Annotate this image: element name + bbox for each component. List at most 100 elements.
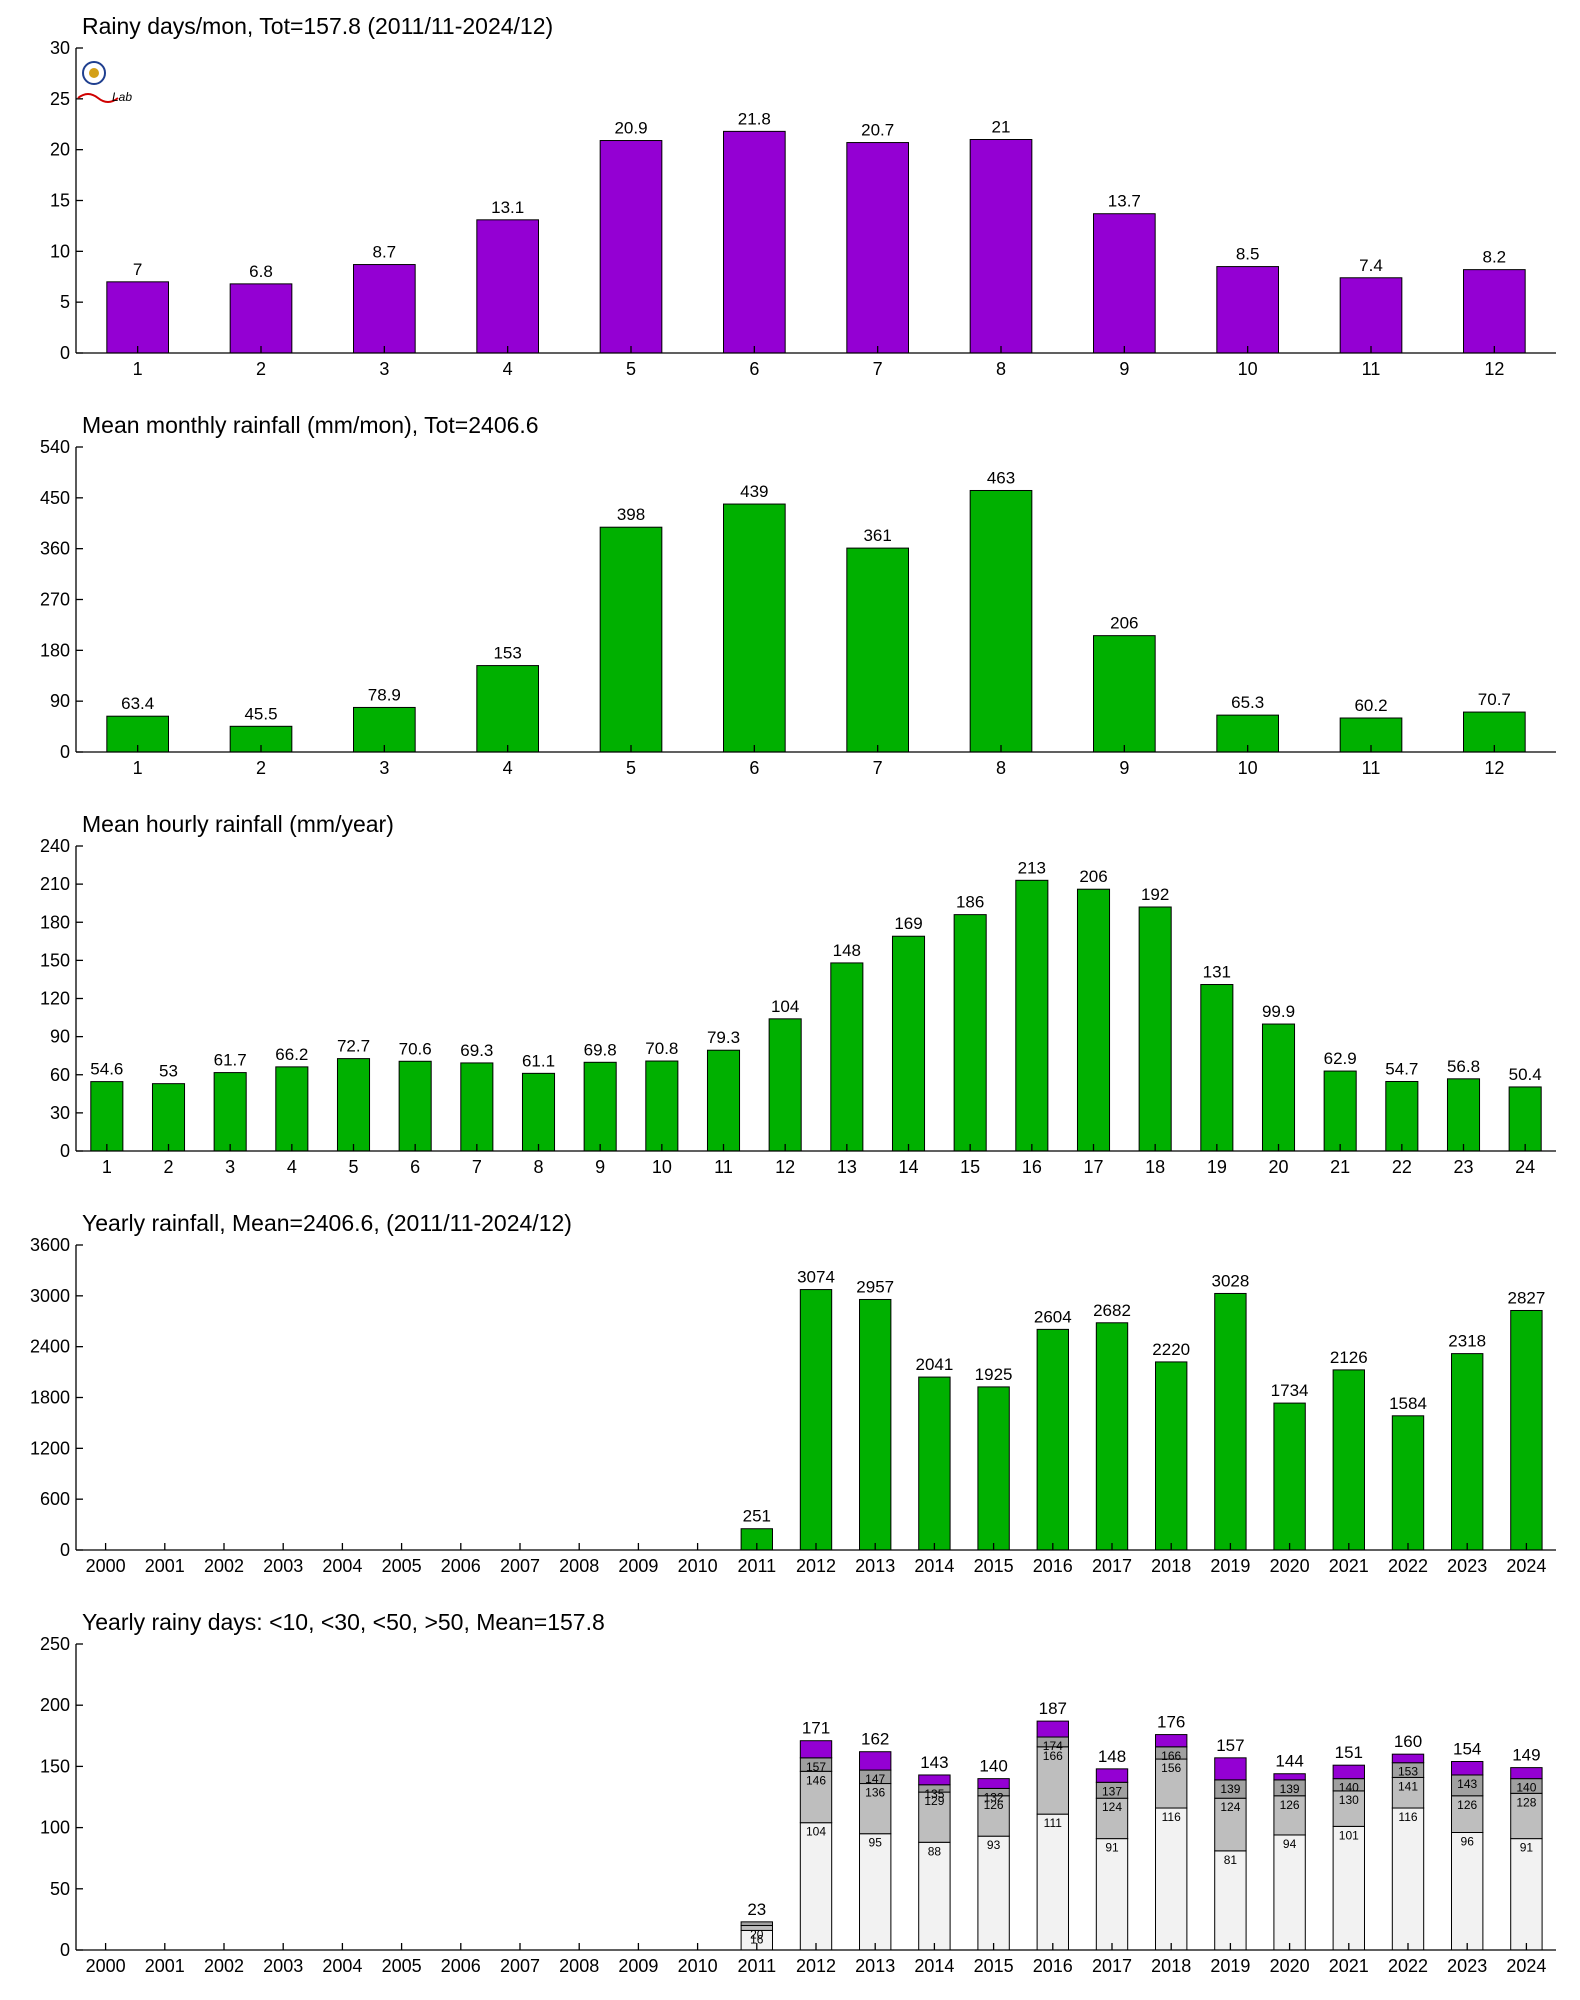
bar (1095, 1322, 1129, 1551)
x-tick-label: 10 (652, 1157, 672, 1177)
data-label: 251 (743, 1507, 771, 1526)
data-label: 2220 (1152, 1340, 1190, 1359)
total-label: 143 (920, 1753, 948, 1772)
data-label: 63.4 (121, 694, 154, 713)
x-tick-label: 2 (256, 758, 266, 778)
data-label: 13.1 (491, 198, 524, 217)
bar (1446, 1078, 1481, 1152)
segment-label: 141 (1398, 1779, 1418, 1793)
x-tick-label: 2004 (322, 1556, 362, 1576)
stacked-bar-segment (740, 1921, 773, 1927)
data-label: 463 (987, 468, 1015, 487)
stacked-bar-segment (1273, 1773, 1306, 1781)
x-tick-label: 2018 (1151, 1956, 1191, 1976)
stacked-bar-segment (918, 1841, 951, 1951)
total-label: 176 (1157, 1713, 1185, 1732)
x-tick-label: 11 (714, 1157, 733, 1177)
bar (918, 1376, 951, 1551)
bar (1391, 1415, 1425, 1551)
segment-label: 104 (806, 1825, 826, 1839)
x-tick-label: 2016 (1033, 1556, 1073, 1576)
data-label: 3028 (1211, 1271, 1249, 1290)
total-label: 160 (1394, 1732, 1422, 1751)
total-label: 149 (1512, 1746, 1540, 1765)
segment-label: 157 (806, 1760, 826, 1774)
x-tick-label: 2010 (678, 1556, 718, 1576)
segment-label: 132 (984, 1790, 1004, 1804)
stacked-bar-segment (918, 1774, 951, 1786)
x-tick-label: 2014 (914, 1956, 954, 1976)
stacked-bar-segment (977, 1835, 1010, 1951)
x-tick-label: 2020 (1270, 1956, 1310, 1976)
y-tick-label: 0 (60, 1141, 70, 1161)
segment-label: 153 (1398, 1765, 1418, 1779)
data-label: 20.9 (614, 119, 647, 138)
x-tick-label: 22 (1392, 1157, 1412, 1177)
stacked-bar-segment (859, 1833, 892, 1951)
x-tick-label: 13 (837, 1157, 857, 1177)
segment-label: 156 (1161, 1761, 1181, 1775)
x-tick-label: 15 (960, 1157, 980, 1177)
bar (977, 1386, 1010, 1551)
bar (1332, 1369, 1365, 1551)
stacked-bar-segment (918, 1791, 951, 1843)
stacked-bar-segment (1451, 1832, 1484, 1951)
total-label: 151 (1335, 1743, 1363, 1762)
total-label: 144 (1275, 1752, 1303, 1771)
bar (969, 489, 1033, 753)
x-tick-label: 2018 (1151, 1556, 1191, 1576)
x-tick-label: 2008 (559, 1556, 599, 1576)
data-label: 104 (771, 997, 799, 1016)
y-tick-label: 150 (40, 950, 70, 970)
stacked-bar-segment (1510, 1792, 1543, 1840)
data-label: 1584 (1389, 1394, 1427, 1413)
bar (723, 130, 786, 354)
y-tick-label: 0 (60, 742, 70, 762)
x-tick-label: 2007 (500, 1556, 540, 1576)
data-label: 61.7 (214, 1051, 247, 1070)
bar (353, 706, 416, 753)
x-tick-label: 4 (287, 1157, 297, 1177)
stacked-bar-segment (977, 1795, 1010, 1837)
x-tick-label: 2009 (618, 1956, 658, 1976)
x-tick-label: 2005 (382, 1956, 422, 1976)
stacked-bar-segment (1332, 1764, 1365, 1780)
total-label: 148 (1098, 1747, 1126, 1766)
y-tick-label: 360 (40, 539, 70, 559)
segment-label: 20 (750, 1928, 764, 1942)
x-tick-label: 2007 (500, 1956, 540, 1976)
bar (521, 1072, 556, 1152)
total-label: 140 (979, 1757, 1007, 1776)
x-tick-label: 2020 (1270, 1556, 1310, 1576)
x-tick-label: 2017 (1092, 1956, 1132, 1976)
segment-label: 126 (1457, 1798, 1477, 1812)
data-label: 70.6 (399, 1039, 432, 1058)
x-tick-label: 2012 (796, 1956, 836, 1976)
bar (1015, 879, 1049, 1152)
bar (90, 1081, 124, 1152)
chart-panel-2: Mean monthly rainfall (mm/mon), Tot=2406… (40, 412, 1556, 778)
stacked-bar-segment (799, 1822, 833, 1951)
x-tick-label: 2010 (678, 1956, 718, 1976)
data-label: 192 (1141, 885, 1169, 904)
x-tick-label: 2022 (1388, 1556, 1428, 1576)
x-tick-label: 6 (410, 1157, 420, 1177)
x-tick-label: 2005 (382, 1556, 422, 1576)
data-label: 131 (1203, 963, 1231, 982)
segment-label: 139 (1280, 1782, 1300, 1796)
x-tick-label: 2011 (737, 1956, 776, 1976)
bar (1261, 1023, 1296, 1152)
stacked-bar-segment (1095, 1838, 1129, 1951)
stacked-bar-segment (1214, 1797, 1247, 1852)
data-label: 53 (159, 1062, 178, 1081)
y-tick-label: 100 (40, 1818, 70, 1838)
bar (460, 1062, 494, 1152)
segment-label: 16 (750, 1932, 764, 1946)
bar (1385, 1080, 1419, 1152)
segment-label: 93 (987, 1838, 1001, 1852)
data-label: 439 (740, 482, 768, 501)
x-tick-label: 2003 (263, 1556, 303, 1576)
bar (830, 962, 864, 1152)
